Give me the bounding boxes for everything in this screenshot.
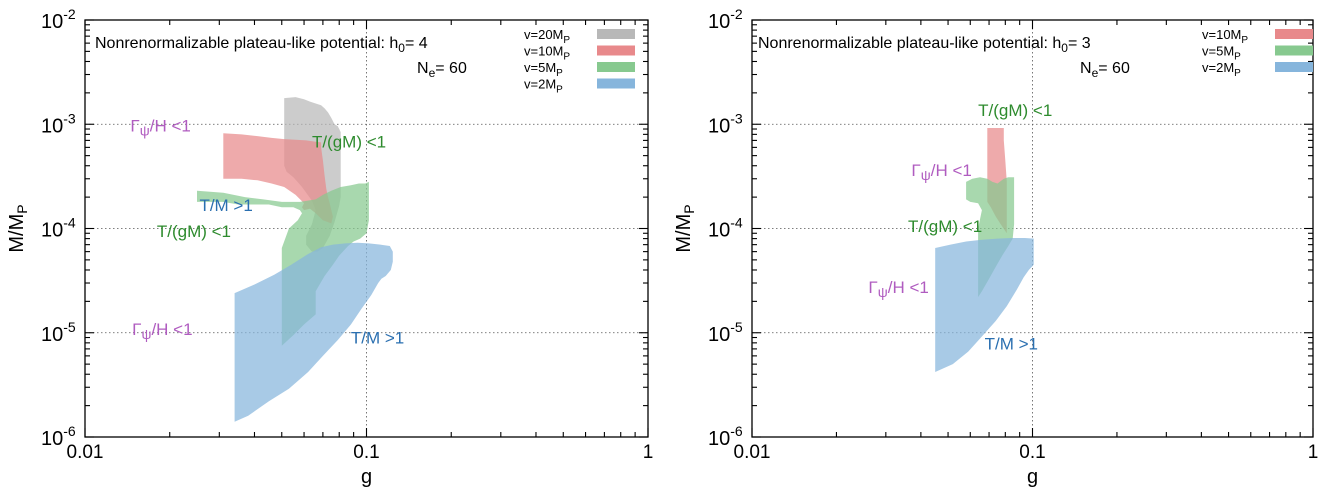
y-axis-label: M/MP [673,204,697,252]
legend-label: v=2MP [1202,60,1241,79]
legend-swatch [597,62,635,72]
constraint-label: T/(gM) <1 [157,222,231,241]
grid [752,20,1313,437]
x-tick-label: 1 [1308,442,1319,463]
constraint-label: T/M >1 [351,328,404,347]
y-axis-label: M/MP [6,204,30,252]
legend-label: v=2MP [524,77,563,96]
y-tick-label: 10-5 [41,319,76,346]
constraint-label: Γψ/H <1 [911,161,971,183]
chart-panel-1: 0.01 0.1 110-610-510-410-310-2gM/MPNonreno… [6,6,653,488]
chart-title: Nonrenormalizable plateau-like potential… [95,35,428,55]
constraint-label: T/M >1 [199,196,252,215]
legend-swatch [1275,29,1313,39]
x-tick-label: 0.01 [67,442,104,463]
x-tick-label: 0.1 [353,442,379,463]
x-tick-label: 0.01 [734,442,771,463]
y-tick-label: 10-2 [708,6,743,33]
constraint-label: Γψ/H <1 [132,320,192,342]
y-tick-label: 10-2 [41,6,76,33]
legend-swatch [1275,62,1313,72]
constraint-label: T/(gM) <1 [312,132,386,151]
chart-panel-2: 0.01 0.1 110-610-510-410-310-2gM/MPNonreno… [673,6,1318,488]
y-tick-label: 10-4 [41,215,76,242]
constraint-label: T/(gM) <1 [908,217,982,236]
y-tick-label: 10-3 [41,110,76,137]
y-tick-label: 10-5 [708,319,743,346]
constraint-label: Γψ/H <1 [868,278,928,300]
chart-title: Nonrenormalizable plateau-like potential… [758,35,1091,55]
legend-swatch [1275,46,1313,56]
y-tick-label: 10-4 [708,215,743,242]
legend-swatch [597,29,635,39]
efolds-label: Ne= 60 [417,60,467,80]
x-axis-label: g [1027,466,1038,488]
constraint-label: T/M >1 [985,335,1038,354]
y-tick-label: 10-3 [708,110,743,137]
x-tick-label: 0.1 [1019,442,1045,463]
efolds-label: Ne= 60 [1080,60,1130,80]
constraint-label: T/(gM) <1 [978,101,1052,120]
x-tick-label: 1 [643,442,654,463]
x-axis-label: g [361,466,372,488]
legend-swatch [597,46,635,56]
legend-swatch [597,79,635,89]
constraint-label: Γψ/H <1 [130,117,190,139]
